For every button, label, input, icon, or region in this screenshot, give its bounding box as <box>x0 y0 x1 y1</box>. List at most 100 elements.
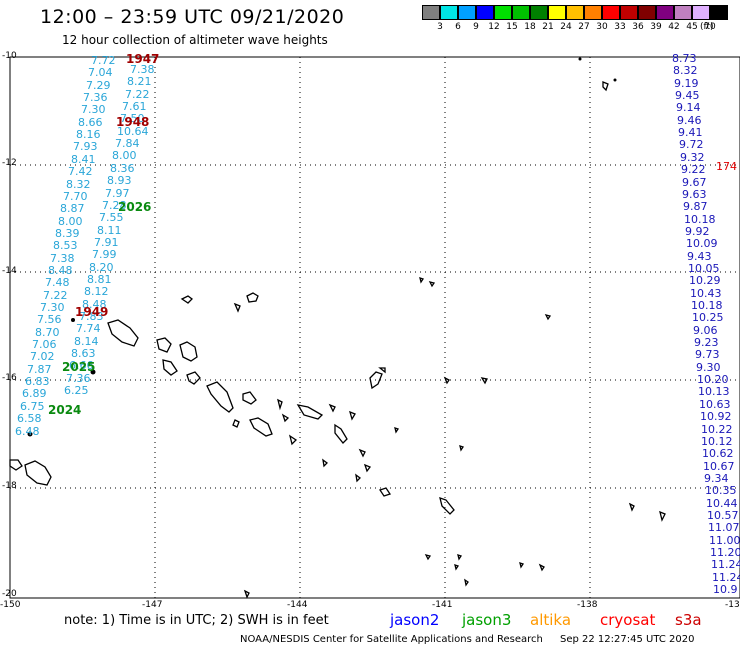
y-label: -18 <box>2 481 17 491</box>
pass-label: 174 <box>716 160 737 173</box>
wave-height-value: 7.72 <box>91 54 116 67</box>
wave-height-value: 8.14 <box>74 335 99 348</box>
wave-height-value: 9.34 <box>704 472 729 485</box>
y-label: -16 <box>2 373 17 383</box>
scale-swatch <box>620 5 638 20</box>
wave-height-value: 9.92 <box>685 225 710 238</box>
wave-height-value: 8.21 <box>127 75 152 88</box>
wave-height-value: 10.18 <box>684 213 716 226</box>
map-title: 12:00 – 23:59 UTC 09/21/2020 <box>40 6 345 28</box>
satellite-name: s3a <box>675 611 702 629</box>
scale-label: 6 <box>455 22 461 32</box>
wave-height-value: 7.48 <box>45 276 70 289</box>
wave-height-value: 8.41 <box>71 153 96 166</box>
wave-height-value: 8.32 <box>673 64 698 77</box>
wave-height-value: 10.44 <box>706 497 738 510</box>
y-label: -12 <box>2 158 17 168</box>
wave-height-value: 10.63 <box>699 398 731 411</box>
y-label: -14 <box>2 266 17 276</box>
wave-height-value: 7.36 <box>83 91 108 104</box>
wave-height-value: 10.92 <box>700 410 732 423</box>
pass-label: 1948 <box>116 115 150 129</box>
scale-swatch <box>422 5 440 20</box>
wave-height-value: 8.53 <box>53 239 78 252</box>
wave-height-value: 8.87 <box>60 202 85 215</box>
wave-height-value: 8.00 <box>58 215 83 228</box>
wave-height-value: 6.66 <box>69 359 94 372</box>
scale-swatch <box>710 5 728 20</box>
scale-label: 33 <box>614 22 626 32</box>
wave-height-value: 10.25 <box>692 311 724 324</box>
scale-swatch <box>512 5 530 20</box>
wave-height-value: 7.99 <box>92 248 117 261</box>
grid <box>10 57 740 598</box>
scale-swatch <box>638 5 656 20</box>
wave-height-value: 8.48 <box>48 264 73 277</box>
wave-height-value: 8.32 <box>66 178 91 191</box>
wave-height-value: 8.16 <box>76 128 101 141</box>
scale-unit: (ft) <box>700 22 714 32</box>
scale-swatch <box>548 5 566 20</box>
wave-height-value: 9.41 <box>678 126 703 139</box>
wave-height-value: 7.70 <box>63 190 88 203</box>
wave-height-value: 11.07 <box>708 521 740 534</box>
wave-height-value: 8.11 <box>97 224 122 237</box>
wave-height-value: 7.87 <box>27 363 52 376</box>
wave-height-value: 10.05 <box>688 262 720 275</box>
wave-height-value: 8.81 <box>87 273 112 286</box>
wave-height-value: 8.48 <box>82 298 107 311</box>
scale-swatch <box>674 5 692 20</box>
scale-label: 21 <box>542 22 554 32</box>
wave-height-value: 10.62 <box>702 447 734 460</box>
scale-label: 70 <box>704 22 716 32</box>
y-label: -20 <box>2 589 17 599</box>
wave-height-value: 7.28 <box>102 199 127 212</box>
footer-credit: NOAA/NESDIS Center for Satellite Applica… <box>240 634 543 645</box>
x-label: -141 <box>432 600 453 610</box>
wave-height-value: 6.89 <box>22 387 47 400</box>
wave-height-value: 8.20 <box>89 261 114 274</box>
pass-label: 2024 <box>48 403 82 417</box>
x-label: -144 <box>287 600 308 610</box>
satellite-name: jason2 <box>390 611 440 629</box>
wave-height-value: 7.22 <box>43 289 68 302</box>
scale-swatch <box>476 5 494 20</box>
wave-height-value: 7.02 <box>30 350 55 363</box>
wave-height-value: 6.25 <box>64 384 89 397</box>
wave-height-value: 11.24 <box>711 558 740 571</box>
wave-height-value: 6.48 <box>15 425 40 438</box>
scale-label: 18 <box>524 22 536 32</box>
wave-height-value: 7.29 <box>86 79 111 92</box>
wave-height-value: 10.35 <box>705 484 737 497</box>
wave-height-value: 7.38 <box>50 252 75 265</box>
map-subtitle: 12 hour collection of altimeter wave hei… <box>62 33 328 47</box>
wave-height-value: 8.63 <box>71 347 96 360</box>
wave-height-value: 7.91 <box>94 236 119 249</box>
wave-height-value: 9.67 <box>682 176 707 189</box>
wave-height-value: 11.24 <box>712 571 740 584</box>
scale-label: 24 <box>560 22 572 32</box>
pass-label: 1949 <box>75 305 109 319</box>
scale-swatch <box>584 5 602 20</box>
wave-height-value: 7.97 <box>105 187 130 200</box>
wave-height-value: 7.30 <box>40 301 65 314</box>
wave-height-value: 9.23 <box>694 336 719 349</box>
scale-swatch <box>566 5 584 20</box>
scale-swatch <box>530 5 548 20</box>
wave-height-value: 10.22 <box>701 423 733 436</box>
wave-height-value: 11.20 <box>710 546 740 559</box>
wave-height-value: 10.12 <box>701 435 733 448</box>
wave-height-value: 7.04 <box>88 66 113 79</box>
wave-height-value: 9.22 <box>681 163 706 176</box>
wave-height-value: 10.43 <box>690 287 722 300</box>
scale-label: 15 <box>506 22 518 32</box>
satellite-name: cryosat <box>600 611 656 629</box>
wave-height-value: 9.72 <box>679 138 704 151</box>
x-label: -150 <box>0 600 21 610</box>
wave-height-value: 9.43 <box>687 250 712 263</box>
wave-height-value: 7.84 <box>115 137 140 150</box>
wave-height-value: 10.29 <box>689 274 721 287</box>
wave-height-value: 9.45 <box>675 89 700 102</box>
wave-height-value: 10.13 <box>698 385 730 398</box>
x-label: -147 <box>142 600 163 610</box>
